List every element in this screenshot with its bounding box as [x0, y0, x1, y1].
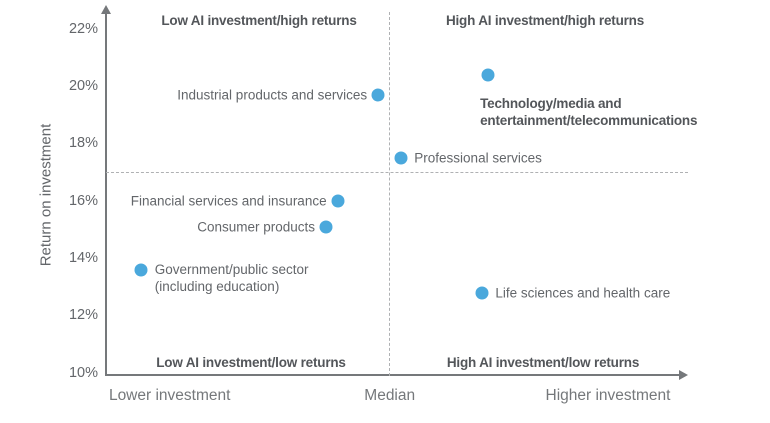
point-dot-industrial-products-and-services	[371, 88, 385, 102]
y-tick-label: 18%	[68, 135, 98, 151]
point-label-life-sciences-and-health-care: Life sciences and health care	[495, 285, 671, 301]
point-dot-government-public-sector-including-educa	[134, 263, 148, 277]
y-axis-arrow-icon	[101, 5, 111, 14]
x-axis-label-higher-investment: Higher investment	[545, 387, 671, 404]
y-axis-line	[105, 13, 107, 376]
point-dot-technology-media-and-entertainment-telec	[481, 68, 495, 82]
point-label-consumer-products: Consumer products	[197, 219, 316, 235]
point-dot-professional-services	[394, 151, 408, 165]
median-vertical-dashed-line	[388, 12, 390, 376]
x-axis-label-lower-investment: Lower investment	[108, 387, 231, 404]
point-dot-financial-services-and-insurance	[331, 194, 345, 208]
y-tick-label: 10%	[68, 365, 98, 381]
quadrant-label-top-right: High AI investment/high returns	[445, 13, 645, 28]
y-tick-label: 20%	[68, 78, 98, 94]
x-axis-line	[105, 374, 680, 376]
quadrant-label-bottom-right: High AI investment/low returns	[446, 355, 640, 370]
quadrant-label-bottom-left: Low AI investment/low returns	[156, 355, 346, 370]
point-label-financial-services-and-insurance: Financial services and insurance	[130, 193, 327, 209]
median-horizontal-dashed-line	[106, 172, 688, 173]
point-dot-life-sciences-and-health-care	[475, 286, 489, 300]
y-tick-label: 14%	[68, 250, 98, 266]
point-label-industrial-products-and-services: Industrial products and services	[177, 87, 368, 103]
x-axis-label-median: Median	[364, 387, 416, 404]
point-label-government-public-sector-including-educa: Government/public sector (including educa…	[154, 261, 309, 294]
quadrant-label-top-left: Low AI investment/high returns	[161, 13, 357, 28]
point-dot-consumer-products	[319, 220, 333, 234]
point-label-professional-services: Professional services	[414, 150, 542, 166]
y-tick-label: 16%	[68, 193, 98, 209]
point-label-technology-media-and-entertainment-telec: Technology/media and entertainment/teleco…	[480, 95, 698, 128]
x-axis-arrow-icon	[679, 370, 688, 380]
y-tick-label: 22%	[68, 21, 98, 37]
y-tick-label: 12%	[68, 307, 98, 323]
